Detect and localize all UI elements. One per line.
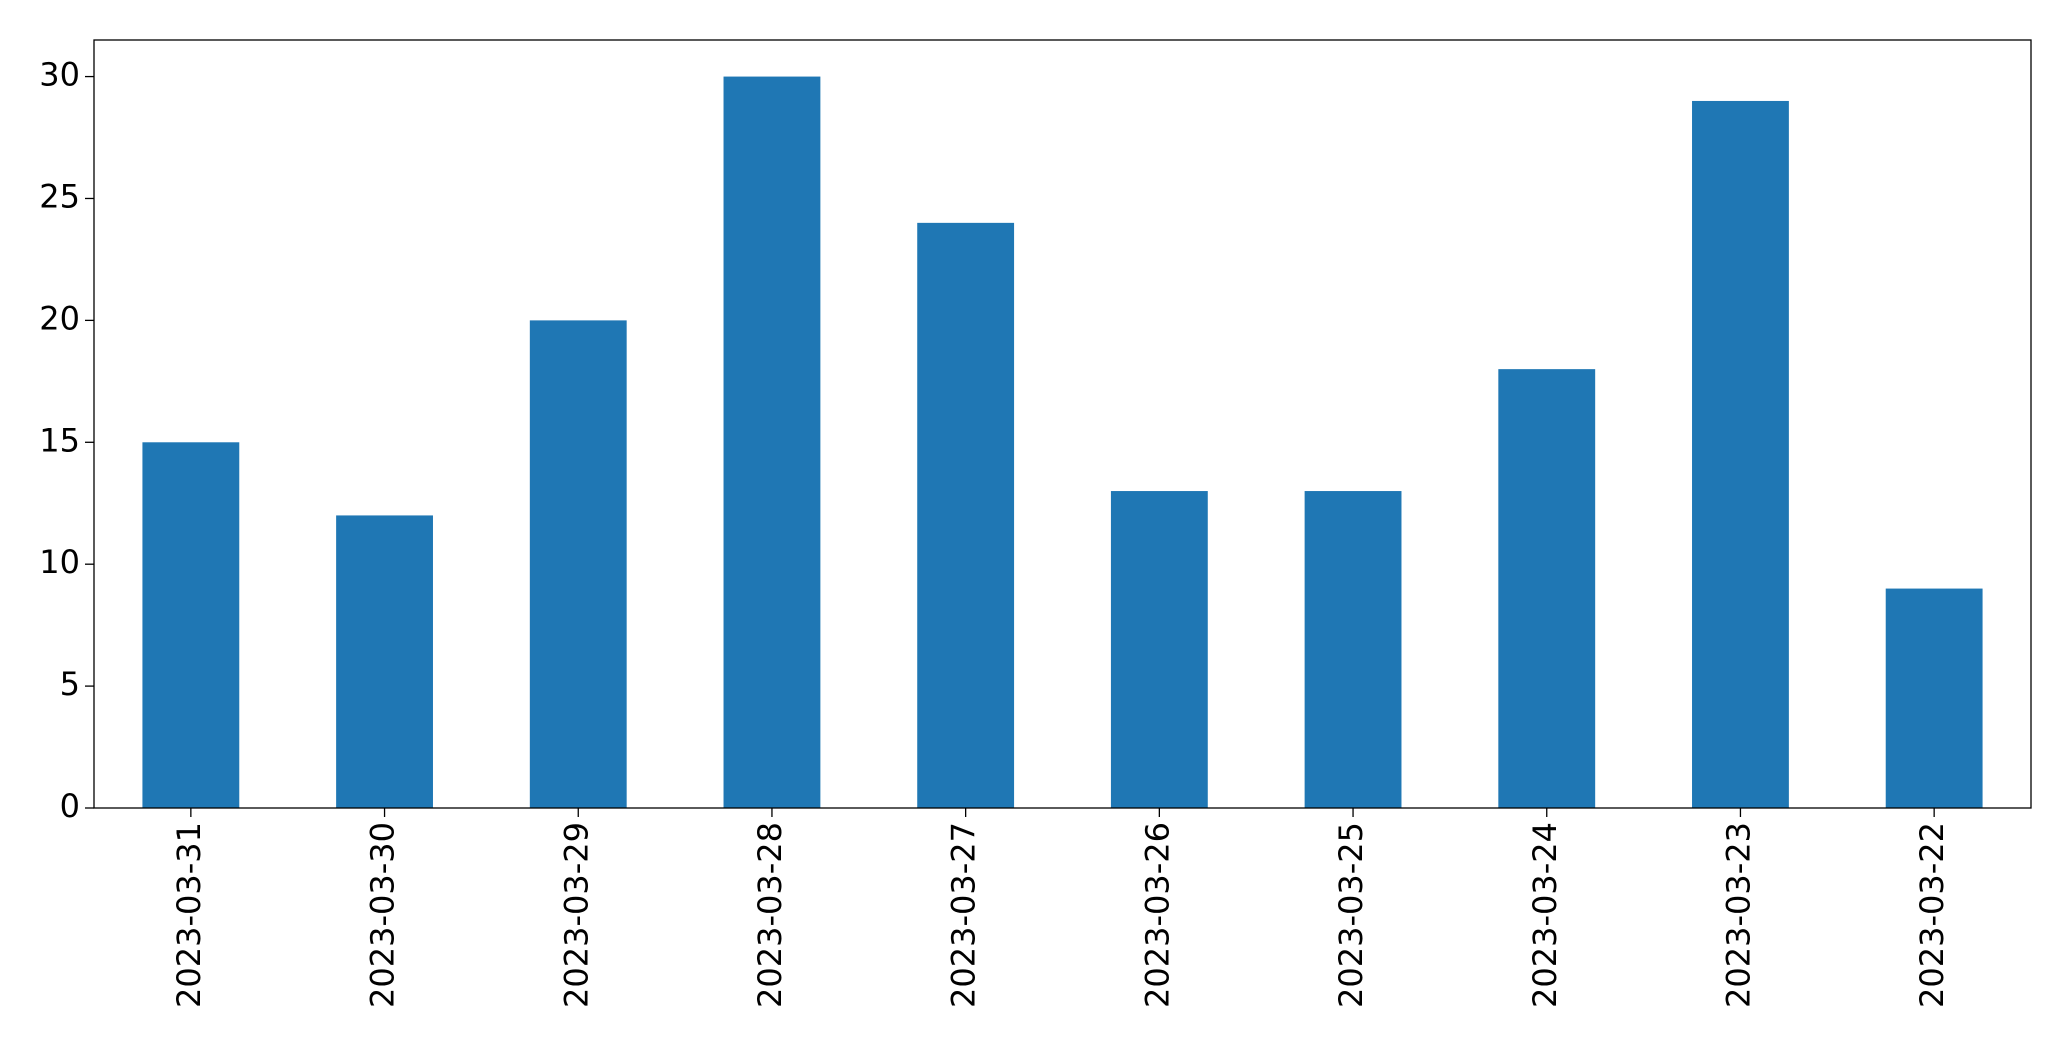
x-tick-label: 2023-03-31 [170,822,208,1008]
y-tick-label: 0 [60,787,80,825]
y-tick-label: 30 [39,56,80,94]
bar [1498,369,1596,808]
bar [336,515,433,808]
x-tick-label: 2023-03-25 [1332,822,1370,1008]
bar [1885,588,1983,808]
bar [723,76,821,809]
y-tick-label: 25 [39,177,80,215]
x-tick-label: 2023-03-30 [364,822,402,1008]
y-tick-label: 20 [39,299,80,337]
x-tick-label: 2023-03-27 [945,822,983,1008]
x-tick-label: 2023-03-29 [557,822,595,1008]
y-tick-label: 10 [39,543,80,581]
x-tick-label: 2023-03-28 [751,822,789,1008]
y-tick-label: 15 [39,421,80,459]
bar [142,442,240,808]
bar [917,222,1015,808]
bar [1110,491,1208,808]
x-tick-label: 2023-03-22 [1913,822,1951,1008]
axes-frame [93,39,2032,809]
y-tick-label: 5 [60,665,80,703]
x-tick-label: 2023-03-26 [1138,822,1176,1008]
x-tick-label: 2023-03-24 [1526,822,1564,1008]
bar [529,320,627,808]
bar [1304,491,1402,808]
x-tick-label: 2023-03-23 [1719,822,1757,1008]
bar [1692,100,1789,808]
